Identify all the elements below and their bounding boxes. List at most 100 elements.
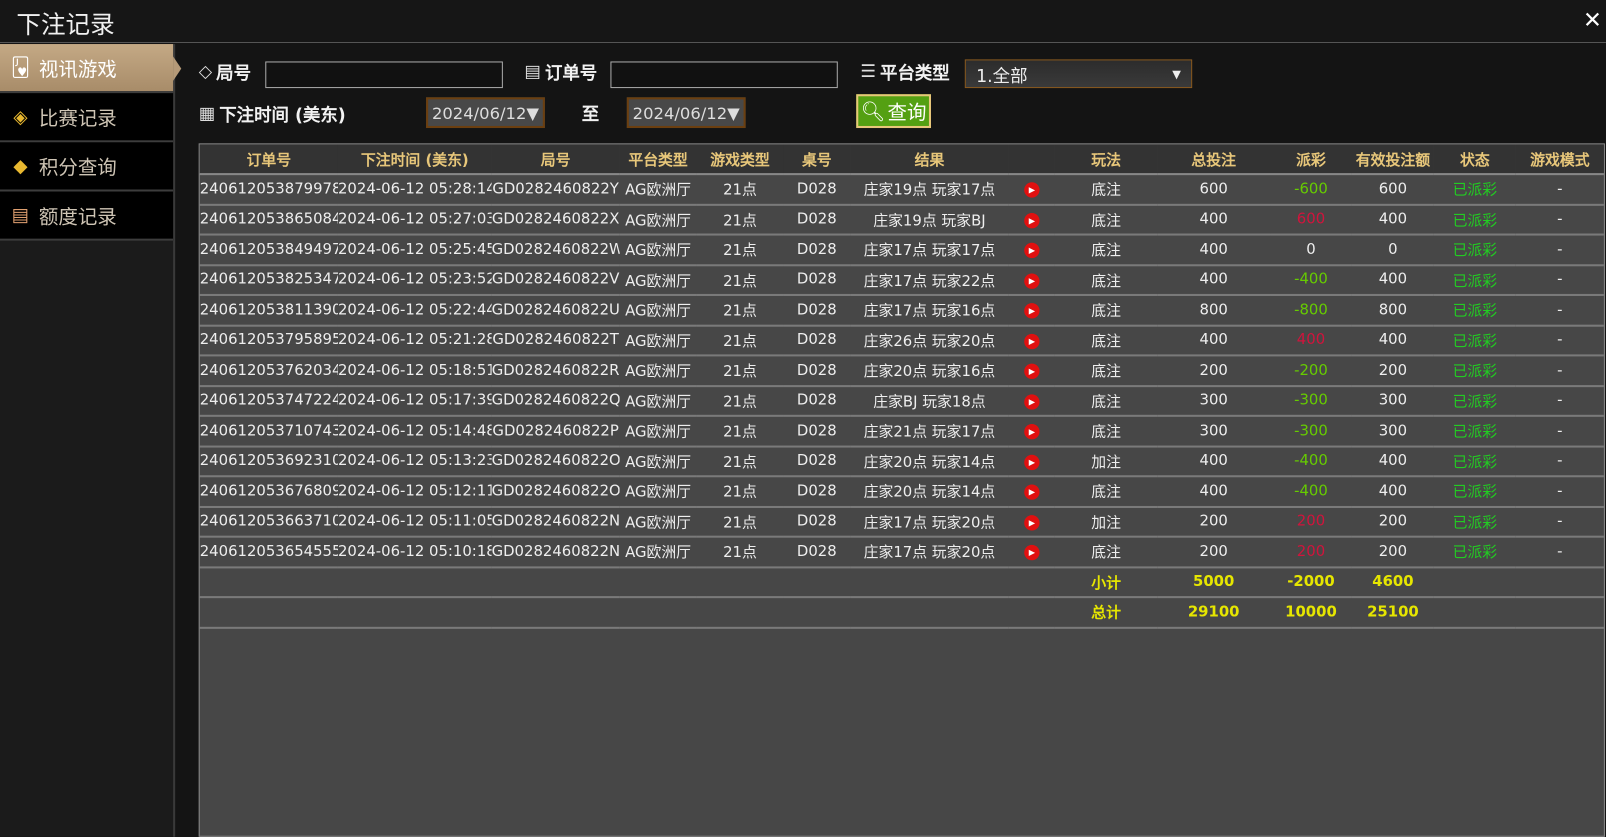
subtotal-cell: 5000 (1157, 566, 1271, 599)
valid-bet-cell: 200 (1351, 536, 1434, 568)
table-no-cell: D028 (783, 536, 851, 568)
subtotal-cell (199, 566, 338, 599)
payout-cell: -800 (1270, 294, 1352, 327)
round-no-cell: GD0282460822O (491, 446, 620, 478)
bet-type-cell: 底注 (1054, 174, 1158, 206)
round-no-cell: GD0282460822X (491, 204, 620, 236)
result-cell: 庄家17点 玩家20点 (850, 536, 1009, 568)
game-mode-cell: - (1515, 506, 1604, 538)
status-cell: 已派彩 (1433, 446, 1516, 478)
subtotal-row: 小计 5000 -2000 4600 (199, 566, 1604, 599)
play-cell: ▶ (1008, 264, 1055, 296)
sidebar-item-points-query[interactable]: ◆ 积分查询 (0, 142, 174, 192)
play-video-icon[interactable]: ▶ (1024, 484, 1040, 501)
table-row: 240612053879978 2024-06-12 05:28:14 GD0282… (199, 174, 1604, 206)
game-type-cell: 21点 (696, 536, 784, 568)
platform-cell: AG欧洲厅 (619, 204, 697, 236)
order-no-cell: 240612053762034 (199, 355, 338, 387)
table-row: 240612053825347 2024-06-12 05:23:52 GD0282… (199, 264, 1604, 296)
payout-cell: -600 (1270, 174, 1352, 206)
date-from-picker[interactable]: 2024/06/12▼ (426, 97, 545, 129)
play-video-icon[interactable]: ▶ (1024, 514, 1040, 531)
total-cell: 25100 (1351, 597, 1434, 629)
platform-select[interactable]: 1.全部 ▼ (964, 59, 1193, 89)
order-input[interactable] (610, 61, 838, 89)
sidebar-item-match-records[interactable]: ◈ 比赛记录 (0, 93, 174, 143)
game-type-cell: 21点 (696, 234, 784, 266)
clipboard-icon: ▤ (524, 60, 541, 82)
status-cell: 已派彩 (1433, 476, 1516, 508)
game-mode-cell: - (1515, 536, 1604, 568)
total-bet-cell: 200 (1157, 536, 1271, 568)
bet-time-cell: 2024-06-12 05:21:28 (337, 325, 492, 357)
column-header: 下注时间 (美东) (337, 144, 492, 176)
total-cell (1433, 597, 1516, 629)
game-type-cell: 21点 (696, 204, 784, 236)
round-no-cell: GD0282460822O (491, 476, 620, 508)
game-mode-cell: - (1515, 234, 1604, 266)
game-mode-cell: - (1515, 204, 1604, 236)
table-no-cell: D028 (783, 506, 851, 538)
play-video-icon[interactable]: ▶ (1024, 212, 1040, 229)
platform-cell: AG欧洲厅 (619, 264, 697, 296)
play-video-icon[interactable]: ▶ (1024, 333, 1040, 349)
play-video-icon[interactable]: ▶ (1024, 273, 1040, 289)
total-cell (619, 597, 697, 629)
chevron-down-icon: ▼ (1172, 67, 1181, 81)
sidebar-item-live-games[interactable]: 🂻 视讯游戏 (0, 44, 182, 94)
platform-cell: AG欧洲厅 (619, 325, 697, 357)
play-cell: ▶ (1008, 204, 1055, 236)
payout-cell: 600 (1270, 204, 1352, 236)
total-bet-cell: 300 (1157, 385, 1271, 417)
table-row: 240612053654555 2024-06-12 05:10:18 GD0282… (199, 536, 1604, 568)
payout-cell: 200 (1270, 536, 1352, 568)
to-label: 至 (581, 104, 600, 125)
play-video-icon[interactable]: ▶ (1024, 242, 1040, 259)
table-no-cell: D028 (783, 446, 851, 478)
play-video-icon[interactable]: ▶ (1024, 545, 1040, 561)
play-video-icon[interactable]: ▶ (1024, 363, 1040, 380)
platform-cell: AG欧洲厅 (619, 234, 697, 266)
platform-label-text: 平台类型 (880, 63, 950, 84)
table-no-cell: D028 (783, 325, 851, 357)
status-cell: 已派彩 (1433, 294, 1516, 327)
table-no-cell: D028 (783, 234, 851, 266)
order-no-cell: 240612053825347 (199, 264, 338, 296)
valid-bet-cell: 200 (1351, 506, 1434, 538)
play-video-icon[interactable]: ▶ (1024, 454, 1040, 470)
play-video-icon[interactable]: ▶ (1024, 394, 1040, 410)
status-cell: 已派彩 (1433, 234, 1516, 266)
tag-icon: ◇ (198, 60, 213, 82)
bet-type-cell: 底注 (1054, 536, 1158, 568)
round-input[interactable] (265, 61, 503, 89)
bet-type-cell: 加注 (1054, 446, 1158, 478)
sidebar-item-credit-records[interactable]: ▤ 额度记录 (0, 191, 174, 241)
total-bet-cell: 400 (1157, 264, 1271, 296)
close-icon[interactable]: ✕ (1582, 8, 1602, 34)
play-cell: ▶ (1008, 506, 1055, 538)
valid-bet-cell: 800 (1351, 294, 1434, 327)
result-cell: 庄家20点 玩家14点 (850, 476, 1009, 508)
bet-time-cell: 2024-06-12 05:23:52 (337, 264, 492, 296)
date-to-picker[interactable]: 2024/06/12▼ (626, 97, 746, 129)
status-cell: 已派彩 (1433, 325, 1516, 357)
payout-cell: 400 (1270, 325, 1352, 357)
game-type-cell: 21点 (696, 415, 784, 448)
total-bet-cell: 200 (1157, 506, 1271, 538)
play-video-icon[interactable]: ▶ (1024, 424, 1040, 440)
query-button[interactable]: 🔍︎ 查询 (856, 94, 931, 129)
play-video-icon[interactable]: ▶ (1024, 182, 1040, 198)
play-cell: ▶ (1008, 234, 1055, 266)
platform-cell: AG欧洲厅 (619, 476, 697, 508)
game-mode-cell: - (1515, 385, 1604, 417)
bet-time-cell: 2024-06-12 05:22:44 (337, 294, 492, 327)
round-no-cell: GD0282460822P (491, 415, 620, 448)
game-mode-cell: - (1515, 355, 1604, 387)
ticket-icon: ◈ (13, 106, 28, 128)
order-no-cell: 240612053747224 (199, 385, 338, 417)
table-row: 240612053676809 2024-06-12 05:12:11 GD0282… (199, 476, 1604, 508)
result-cell: 庄家19点 玩家17点 (850, 174, 1009, 206)
table-row: 240612053710743 2024-06-12 05:14:48 GD0282… (199, 415, 1604, 448)
play-video-icon[interactable]: ▶ (1024, 303, 1040, 319)
subtotal-cell: 4600 (1351, 566, 1434, 599)
